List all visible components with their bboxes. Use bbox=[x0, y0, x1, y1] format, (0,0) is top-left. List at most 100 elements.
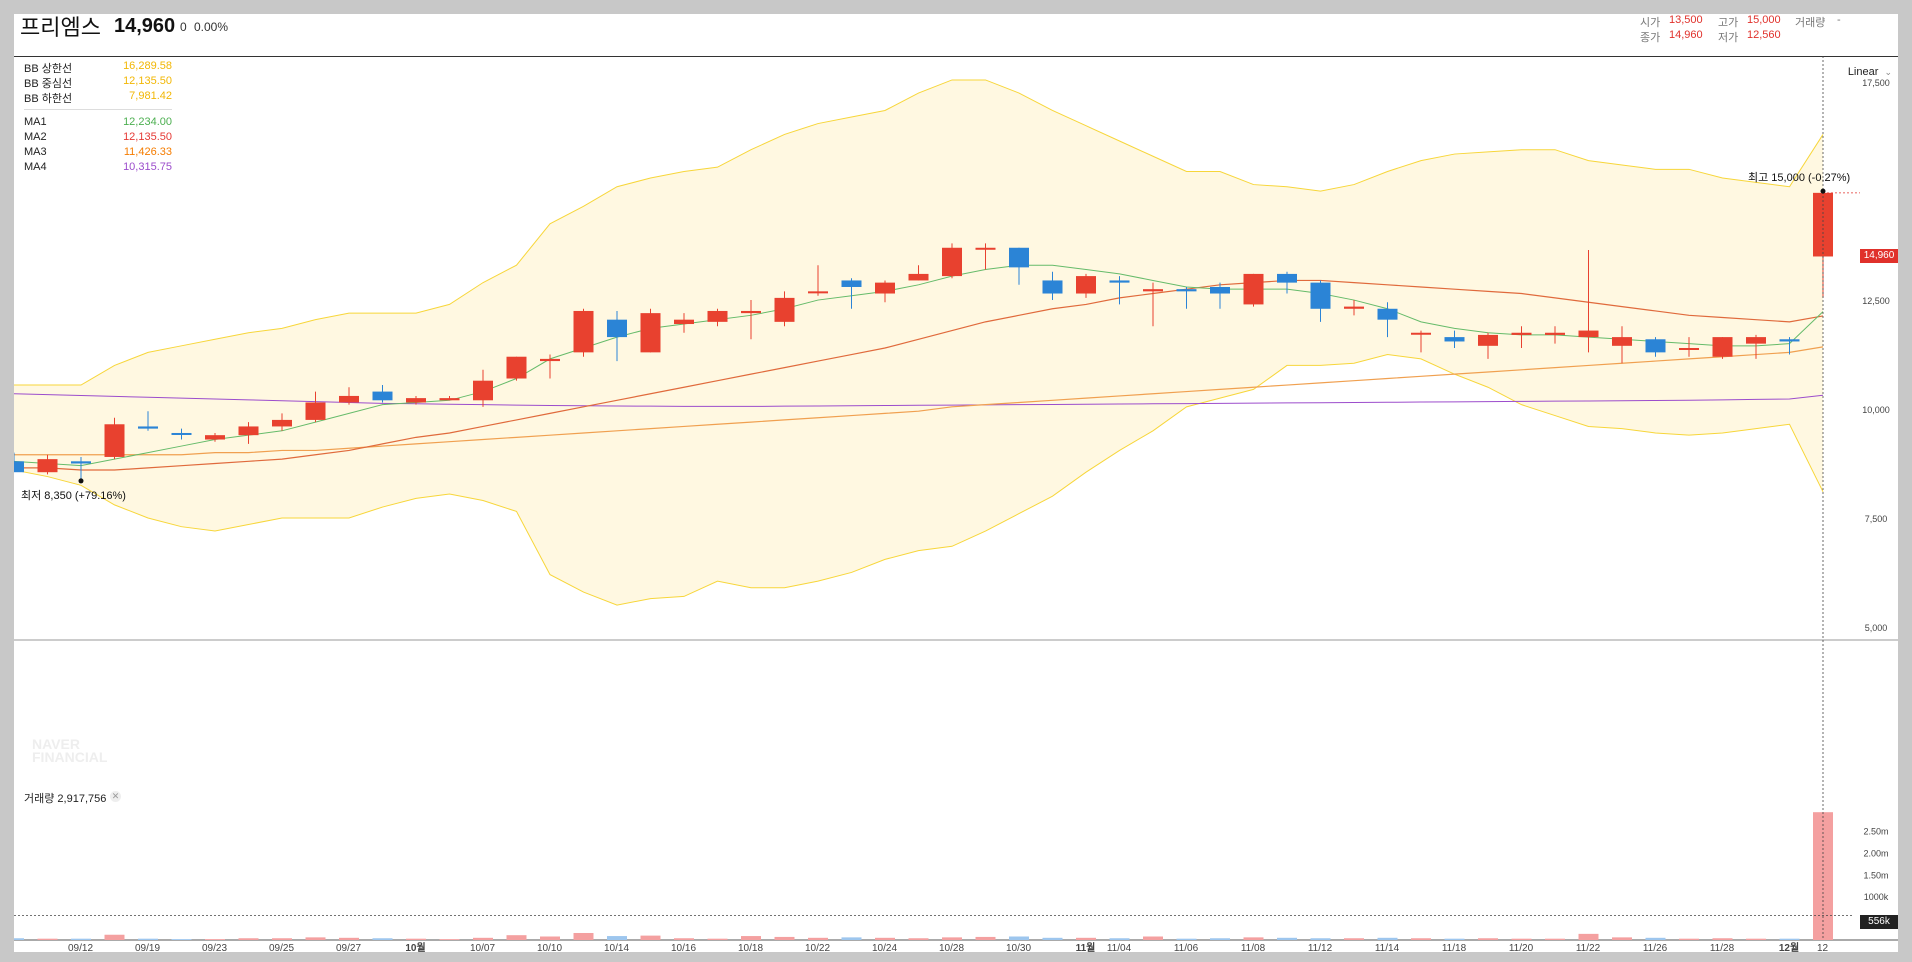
volume-bar bbox=[1377, 937, 1398, 940]
min-marker bbox=[78, 478, 84, 484]
current-price-tag: 14,960 bbox=[1860, 249, 1898, 263]
x-tick-label: 12 bbox=[1817, 943, 1829, 952]
volume-bar bbox=[1545, 938, 1565, 940]
volume-crosshair-tag: 556k bbox=[1860, 915, 1898, 929]
volume-bar bbox=[808, 937, 828, 940]
open-value: 13,500 bbox=[1669, 14, 1703, 26]
volume-bar bbox=[607, 936, 627, 940]
candle bbox=[1377, 302, 1398, 338]
candle-body bbox=[1310, 282, 1331, 309]
close-label: 종가 bbox=[1640, 32, 1661, 44]
volume-bar bbox=[1645, 937, 1666, 940]
candle bbox=[1411, 330, 1431, 353]
candle bbox=[1645, 337, 1666, 357]
candle-body bbox=[1143, 289, 1163, 292]
volume-bar bbox=[1746, 938, 1766, 940]
high-label: 고가 bbox=[1718, 17, 1739, 29]
scale-mode-label: Linear bbox=[1847, 66, 1879, 78]
candle bbox=[808, 265, 828, 296]
candle-body bbox=[14, 461, 24, 473]
volume-value: - bbox=[1837, 14, 1841, 26]
volume-bar bbox=[1578, 933, 1599, 940]
candle bbox=[1578, 249, 1599, 353]
volume-bar bbox=[1478, 938, 1498, 940]
price-tick-label: 17,500 bbox=[1862, 78, 1890, 88]
x-tick-label: 09/27 bbox=[336, 943, 361, 952]
candle bbox=[707, 308, 728, 327]
volume-bar bbox=[372, 938, 393, 940]
candle bbox=[774, 291, 795, 327]
volume-bar bbox=[439, 939, 460, 940]
candle bbox=[1210, 282, 1230, 309]
candle bbox=[741, 300, 761, 340]
volume-bar bbox=[1042, 937, 1063, 940]
legend-name: MA4 bbox=[24, 161, 47, 173]
volume-bar bbox=[1712, 938, 1733, 940]
legend-name: MA2 bbox=[24, 131, 47, 143]
volume-bar bbox=[640, 935, 661, 940]
volume-bar bbox=[1176, 938, 1197, 940]
volume-label: 거래량 bbox=[1795, 17, 1826, 29]
legend-name: MA3 bbox=[24, 146, 47, 158]
candle bbox=[841, 278, 862, 309]
volume-tick-label: 1000k bbox=[1864, 892, 1889, 902]
candle bbox=[1679, 337, 1699, 357]
x-tick-label: 11/20 bbox=[1509, 943, 1534, 952]
legend-name: MA1 bbox=[24, 116, 47, 128]
candle bbox=[473, 369, 493, 407]
candle-body bbox=[104, 424, 125, 457]
candle-body bbox=[741, 310, 761, 314]
candle-body bbox=[1277, 273, 1297, 283]
x-tick-label: 10/10 bbox=[537, 943, 562, 952]
ma3-line bbox=[14, 346, 1824, 456]
x-tick-label: 11/26 bbox=[1643, 943, 1668, 952]
legend-name: BB 중심선 bbox=[24, 78, 73, 90]
legend-value: 12,234.00 bbox=[123, 116, 172, 128]
candle bbox=[1746, 334, 1766, 359]
candle bbox=[1511, 326, 1532, 348]
x-tick-label: 11/28 bbox=[1710, 943, 1735, 952]
candle bbox=[975, 243, 996, 270]
candle-body bbox=[942, 247, 962, 277]
candle bbox=[1310, 280, 1331, 322]
x-tick-label: 10/28 bbox=[939, 943, 964, 952]
chevron-down-icon: ⌄ bbox=[1884, 67, 1892, 77]
volume-tick-label: 2.50m bbox=[1863, 827, 1888, 837]
candle-body bbox=[1746, 337, 1766, 344]
price-tick-label: 7,500 bbox=[1865, 514, 1888, 524]
candle-body bbox=[238, 426, 259, 436]
ma2-line bbox=[14, 279, 1824, 471]
candle bbox=[875, 280, 895, 303]
current-price: 14,960 bbox=[114, 15, 176, 37]
candle-body bbox=[1444, 337, 1465, 342]
candle bbox=[1243, 273, 1264, 307]
candle bbox=[439, 395, 460, 401]
candle-body bbox=[71, 461, 91, 464]
scale-mode-button[interactable]: Linear ⌄ bbox=[1848, 66, 1892, 78]
x-tick-label: 09/25 bbox=[269, 943, 294, 952]
price-chart[interactable]: 5,000 7,500 10,000 12,500 17,500 1000k 1.50m 2.… bbox=[14, 56, 1898, 952]
candle-body bbox=[1545, 332, 1565, 335]
volume-bar bbox=[1779, 938, 1800, 940]
close-icon[interactable]: ✕ bbox=[110, 791, 121, 802]
x-tick-label: 11/18 bbox=[1442, 943, 1467, 952]
x-tick-label: 11월 bbox=[1076, 942, 1096, 952]
x-tick-label: 11/14 bbox=[1375, 943, 1400, 952]
candle-body bbox=[1679, 348, 1699, 350]
candle-body bbox=[1712, 337, 1733, 357]
min-annotation: 최저 8,350 (+79.16%) bbox=[21, 489, 126, 502]
volume-bar bbox=[707, 938, 728, 940]
candle-body bbox=[774, 297, 795, 322]
candle-body bbox=[1377, 308, 1398, 320]
x-tick-label: 09/12 bbox=[68, 943, 93, 952]
candle bbox=[1076, 273, 1096, 298]
x-tick-label: 09/19 bbox=[135, 943, 160, 952]
volume-bar bbox=[1210, 938, 1230, 940]
volume-bar bbox=[1679, 938, 1699, 940]
candle bbox=[272, 413, 292, 431]
legend-value: 12,135.50 bbox=[123, 131, 172, 143]
volume-bar bbox=[875, 937, 895, 940]
candle bbox=[942, 243, 962, 279]
legend-value: 11,426.33 bbox=[123, 146, 172, 158]
candle-body bbox=[707, 310, 728, 322]
